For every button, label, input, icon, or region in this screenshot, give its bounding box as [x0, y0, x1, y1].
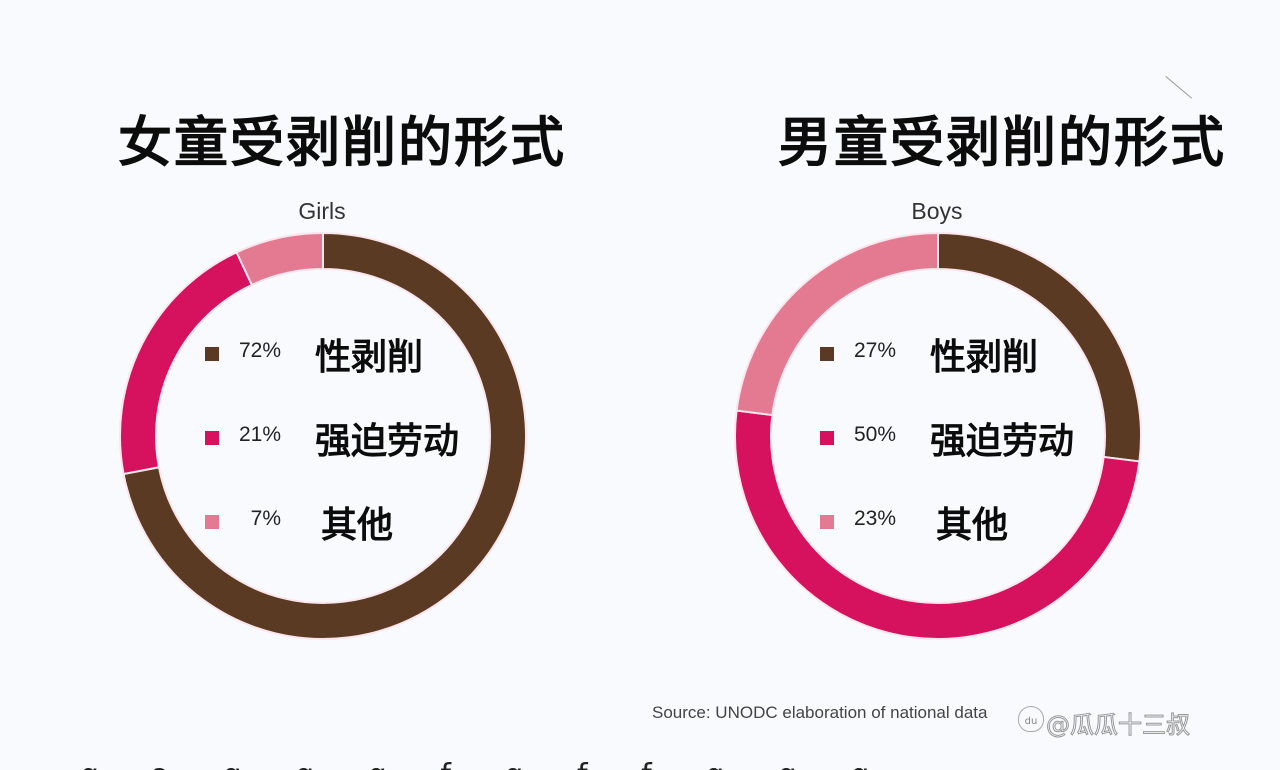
decorative-line [1165, 76, 1193, 99]
donut-segment [235, 231, 324, 287]
legend-label: 性剥削 [315, 337, 424, 378]
legend-swatch [205, 431, 219, 445]
legend-swatch [820, 347, 834, 361]
legend-label: 强迫劳动 [930, 421, 1075, 462]
legend-swatch [205, 347, 219, 361]
boys-chart-subtitle: Boys [911, 198, 963, 224]
legend-label: 性剥削 [930, 337, 1039, 378]
boys-donut-chart [734, 231, 1142, 640]
baidu-paw-icon: du [1018, 706, 1044, 732]
legend-swatch [820, 515, 834, 529]
legend-percent: 7% [250, 507, 281, 530]
girls-donut-chart [119, 231, 527, 640]
watermark-text: @瓜瓜十三叔 [1046, 711, 1191, 740]
legend-percent: 27% [853, 339, 896, 362]
legend-percent: 50% [853, 423, 896, 446]
legend-swatch [205, 515, 219, 529]
legend-label: 强迫劳动 [315, 421, 460, 462]
source-note: Source: UNODC elaboration of national da… [652, 703, 988, 722]
cut-off-text: ɑ ɔ ɑ ɑ ɑ f ɑ f f ɑ ɑ ɑ [0, 758, 1280, 770]
legend-percent: 23% [853, 507, 896, 530]
legend-percent: 21% [238, 423, 281, 446]
legend-percent: 72% [238, 339, 281, 362]
legend-label: 其他 [321, 505, 394, 546]
girls-chart-title: 女童受剥削的形式 [118, 111, 566, 174]
legend-swatch [820, 431, 834, 445]
legend-label: 其他 [936, 505, 1009, 546]
boys-chart-title: 男童受剥削的形式 [778, 111, 1226, 174]
donut-segment [734, 409, 1141, 640]
donut-segment [735, 231, 939, 417]
donut-segment [122, 231, 527, 640]
girls-chart-subtitle: Girls [298, 198, 346, 224]
